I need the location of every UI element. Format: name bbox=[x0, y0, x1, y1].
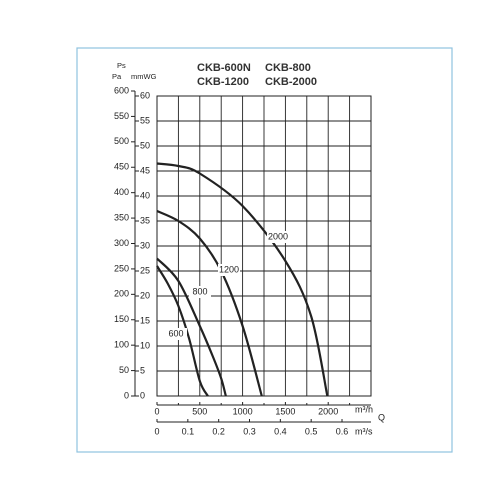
y2-tick-label: 150 bbox=[114, 314, 129, 324]
x-unit: m³/h bbox=[355, 404, 373, 414]
x2-tick-label: 0 bbox=[154, 426, 159, 436]
y-tick-label: 30 bbox=[140, 240, 150, 250]
y-tick-label: 45 bbox=[140, 165, 150, 175]
x2-tick-label: 0.4 bbox=[274, 426, 287, 436]
y2-tick-label: 200 bbox=[114, 289, 129, 299]
y-tick-label: 5 bbox=[140, 365, 145, 375]
curve bbox=[156, 162, 329, 397]
x2-tick-label: 0.5 bbox=[305, 426, 318, 436]
y-tick-label: 35 bbox=[140, 215, 150, 225]
y-tick-label: 10 bbox=[140, 340, 150, 350]
y-axis-label: Ps bbox=[117, 61, 126, 70]
curve-label: 800 bbox=[192, 286, 207, 296]
x2-tick-label: 0.2 bbox=[212, 426, 225, 436]
model-name: CKB-600N bbox=[197, 62, 251, 74]
y2-tick-label: 0 bbox=[124, 390, 129, 400]
curve bbox=[156, 265, 209, 397]
y2-tick-label: 300 bbox=[114, 238, 129, 248]
y-tick-label: 0 bbox=[140, 390, 145, 400]
y2-tick-label: 450 bbox=[114, 162, 129, 172]
curve bbox=[156, 257, 227, 397]
curve-label: 2000 bbox=[268, 231, 288, 241]
curve-label: 600 bbox=[168, 328, 183, 338]
x-tick-label: 1000 bbox=[233, 406, 253, 416]
y2-tick-label: 50 bbox=[119, 365, 129, 375]
curve-label-bg bbox=[189, 286, 211, 298]
y-tick-label: 25 bbox=[140, 265, 150, 275]
x-tick-label: 1500 bbox=[275, 406, 295, 416]
y2-tick-label: 550 bbox=[114, 111, 129, 121]
x2-tick-label: 0.1 bbox=[182, 426, 195, 436]
curve-label: 1200 bbox=[219, 264, 239, 274]
curve-label-bg bbox=[218, 264, 240, 276]
curve bbox=[156, 209, 263, 397]
y2-tick-label: 350 bbox=[114, 212, 129, 222]
model-name: CKB-2000 bbox=[265, 76, 317, 88]
y-tick-label: 55 bbox=[140, 115, 150, 125]
x2-unit: m³/s bbox=[355, 426, 373, 436]
y2-tick-label: 500 bbox=[114, 136, 129, 146]
x-tick-label: 500 bbox=[192, 406, 207, 416]
y-tick-label: 60 bbox=[140, 90, 150, 100]
curve-label-bg bbox=[267, 231, 289, 243]
y2-tick-label: 100 bbox=[114, 340, 129, 350]
y2-tick-label: 600 bbox=[114, 85, 129, 95]
x-axis-label: Q bbox=[378, 412, 385, 422]
x2-tick-label: 0.6 bbox=[336, 426, 349, 436]
y-tick-label: 15 bbox=[140, 315, 150, 325]
x-tick-label: 2000 bbox=[318, 406, 338, 416]
x2-tick-label: 0.3 bbox=[243, 426, 256, 436]
model-name: CKB-1200 bbox=[197, 76, 249, 88]
y2-tick-label: 400 bbox=[114, 187, 129, 197]
y2-unit: Pa bbox=[112, 72, 122, 81]
y2-tick-label: 250 bbox=[114, 263, 129, 273]
y-tick-label: 40 bbox=[140, 190, 150, 200]
frame bbox=[76, 47, 453, 453]
model-name: CKB-800 bbox=[265, 62, 311, 74]
curve-label-bg bbox=[165, 328, 187, 340]
x-tick-label: 0 bbox=[154, 406, 159, 416]
y-tick-label: 50 bbox=[140, 140, 150, 150]
y-tick-label: 20 bbox=[140, 290, 150, 300]
y-unit: mmWG bbox=[131, 72, 157, 81]
